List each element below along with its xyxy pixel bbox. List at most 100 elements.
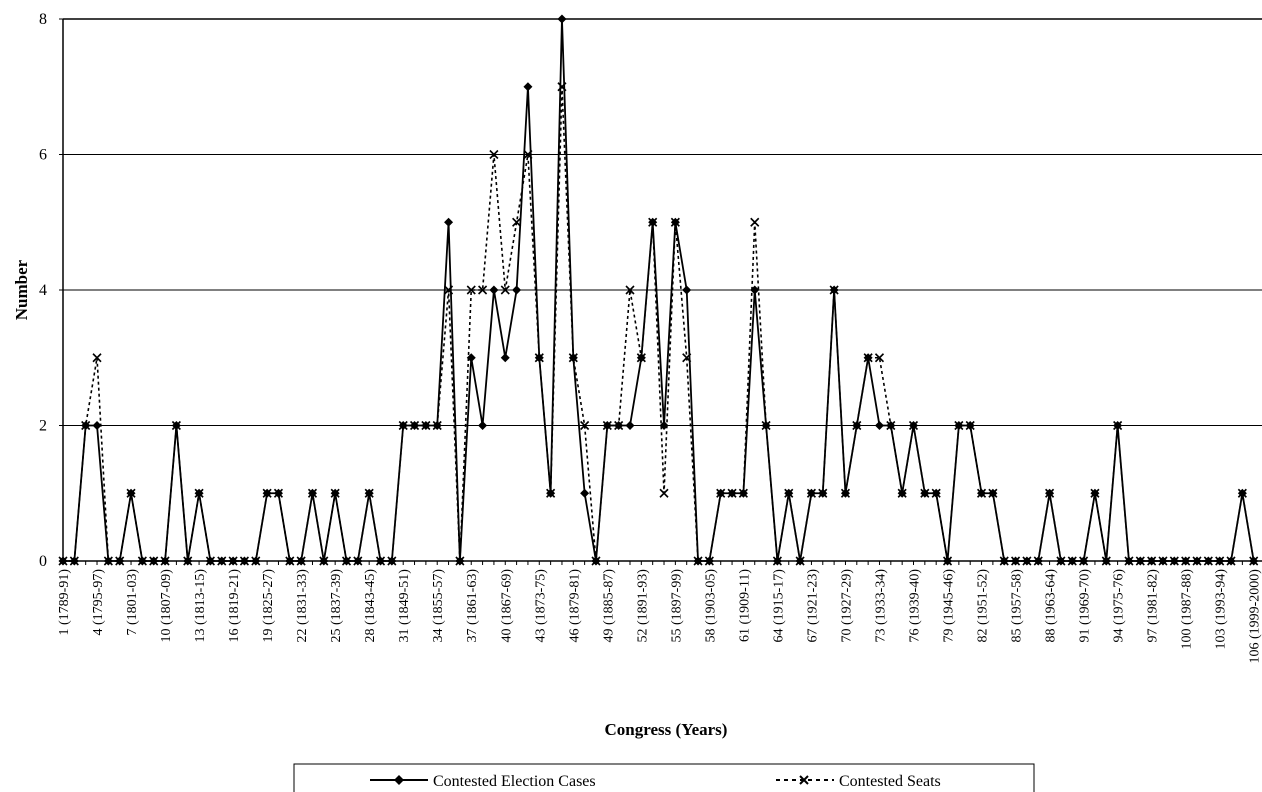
- data-point-diamond: [194, 488, 204, 498]
- data-point-diamond: [319, 556, 329, 566]
- x-tick-label: 22 (1831-33): [295, 569, 310, 643]
- data-point-diamond: [625, 421, 635, 430]
- data-point-diamond: [251, 556, 261, 566]
- data-point-diamond: [829, 285, 839, 295]
- x-tick-label: 40 (1867-69): [499, 569, 514, 643]
- data-point-diamond: [795, 556, 805, 566]
- data-point-diamond: [863, 353, 873, 363]
- data-point-diamond: [512, 285, 522, 295]
- x-tick-label: 94 (1975-76): [1112, 569, 1127, 643]
- data-point-diamond: [1192, 556, 1202, 566]
- data-point-diamond: [897, 488, 907, 498]
- data-point-diamond: [557, 14, 567, 24]
- data-point-diamond: [126, 488, 136, 498]
- data-point-diamond: [761, 421, 771, 430]
- data-point-diamond: [92, 421, 102, 430]
- data-point-diamond: [943, 556, 953, 566]
- data-point-x: [625, 285, 635, 295]
- data-point-diamond: [205, 556, 215, 566]
- data-point-diamond: [228, 556, 238, 566]
- data-point-diamond: [1045, 488, 1055, 498]
- data-point-diamond: [1022, 556, 1032, 566]
- data-point-diamond: [103, 556, 113, 566]
- data-point-diamond: [444, 217, 454, 227]
- data-point-diamond: [1124, 556, 1134, 566]
- data-point-diamond: [602, 421, 612, 430]
- x-tick-label: 1 (1789-91): [57, 569, 72, 636]
- x-tick-label: 37 (1861-63): [465, 569, 480, 643]
- x-tick-label: 4 (1795-97): [91, 569, 106, 636]
- x-tick-label: 55 (1897-99): [669, 569, 684, 643]
- data-point-diamond: [784, 488, 794, 498]
- x-tick-label: 46 (1879-81): [567, 569, 582, 643]
- x-tick-label: 61 (1909-11): [737, 569, 752, 642]
- legend-label-seats: Contested Seats: [839, 773, 941, 790]
- data-point-diamond: [920, 488, 930, 498]
- x-tick-label: 7 (1801-03): [125, 569, 140, 636]
- x-tick-label: 10 (1807-09): [159, 569, 174, 643]
- data-point-diamond: [398, 421, 408, 430]
- x-tick-label: 67 (1921-23): [805, 569, 820, 643]
- x-tick-label: 70 (1927-29): [839, 569, 854, 643]
- data-point-diamond: [1237, 488, 1247, 498]
- x-tick-label: 13 (1813-15): [193, 569, 208, 643]
- data-point-x: [478, 285, 488, 295]
- data-point-diamond: [1033, 556, 1043, 566]
- data-point-x: [750, 217, 760, 227]
- x-tick-label: 82 (1951-52): [976, 569, 991, 643]
- x-tick-label: 106 (1999-2000): [1248, 569, 1262, 664]
- data-point-diamond: [58, 556, 68, 566]
- data-point-diamond: [534, 353, 544, 363]
- y-tick-label: 8: [39, 11, 47, 28]
- data-point-diamond: [330, 488, 340, 498]
- data-point-diamond: [840, 488, 850, 498]
- data-point-diamond: [648, 217, 658, 227]
- data-point-diamond: [999, 556, 1009, 566]
- data-point-x: [659, 488, 669, 498]
- data-point-diamond: [636, 353, 646, 363]
- data-point-diamond: [217, 556, 227, 566]
- data-point-diamond: [1147, 556, 1157, 566]
- data-point-diamond: [273, 488, 283, 498]
- x-tick-label: 34 (1855-57): [431, 569, 446, 643]
- data-point-diamond: [115, 556, 125, 566]
- x-tick-label: 43 (1873-75): [533, 569, 548, 643]
- data-point-diamond: [909, 421, 918, 430]
- data-point-diamond: [546, 488, 556, 498]
- data-point-diamond: [772, 556, 782, 566]
- data-point-diamond: [1181, 556, 1191, 566]
- data-point-diamond: [307, 488, 317, 498]
- data-point-x: [580, 420, 590, 431]
- y-tick-label: 2: [39, 418, 47, 435]
- x-axis-label: Congress (Years): [605, 720, 728, 739]
- data-point-diamond: [1113, 421, 1123, 430]
- legend-item-cases: Contested Election Cases: [370, 773, 596, 790]
- data-point-diamond: [738, 488, 748, 498]
- x-tick-label: 31 (1849-51): [397, 569, 412, 643]
- data-point-diamond: [455, 556, 465, 566]
- x-tick-label: 97 (1981-82): [1146, 569, 1161, 643]
- data-point-diamond: [750, 285, 760, 295]
- data-point-diamond: [160, 556, 170, 566]
- data-point-diamond: [1135, 556, 1145, 566]
- data-point-diamond: [262, 488, 272, 498]
- data-point-diamond: [466, 353, 476, 363]
- y-tick-label: 0: [39, 553, 47, 570]
- x-tick-label: 88 (1963-64): [1044, 569, 1059, 643]
- data-point-diamond: [580, 488, 590, 498]
- legend-label-cases: Contested Election Cases: [433, 773, 596, 790]
- data-point-diamond: [1158, 556, 1168, 566]
- data-point-diamond: [149, 556, 159, 566]
- series-cases: [58, 14, 1259, 566]
- data-point-diamond: [988, 488, 998, 498]
- data-point-diamond: [818, 488, 828, 498]
- x-tick-label: 25 (1837-39): [329, 569, 344, 643]
- data-point-diamond: [137, 556, 147, 566]
- data-point-diamond: [183, 556, 193, 566]
- data-point-diamond: [364, 488, 374, 498]
- data-point-diamond: [478, 421, 488, 430]
- data-point-diamond: [1226, 556, 1236, 566]
- data-point-diamond: [716, 488, 726, 498]
- x-tick-label: 16 (1819-21): [227, 569, 242, 643]
- data-point-diamond: [806, 488, 816, 498]
